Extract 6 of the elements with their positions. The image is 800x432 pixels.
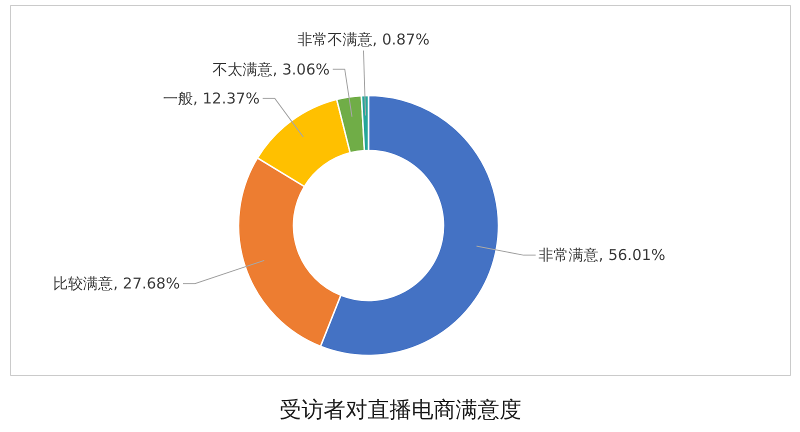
text: 受访者对直播电商满意度	[280, 398, 522, 423]
slice-label: 非常满意, 56.01%	[538, 246, 666, 264]
slice-label: 非常不满意, 0.87%	[297, 30, 430, 49]
slice-label: 比较满意, 27.68%	[53, 274, 180, 293]
slice-label: 一般, 12.37%	[162, 89, 260, 108]
slice-label: 不太满意, 3.06%	[212, 60, 330, 78]
